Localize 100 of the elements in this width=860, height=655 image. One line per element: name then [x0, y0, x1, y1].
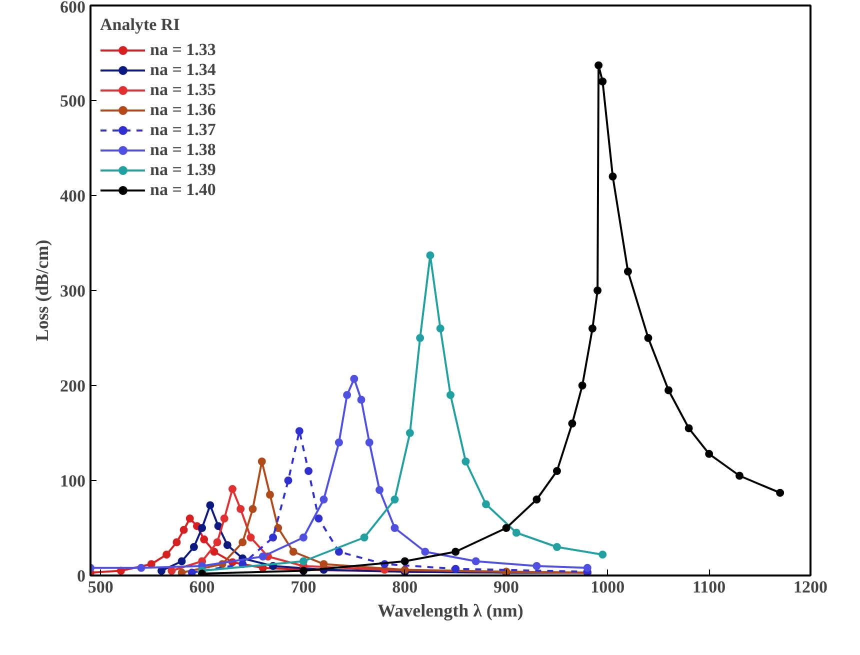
legend-label: na = 1.33	[150, 40, 216, 60]
x-tick-label: 1200	[794, 578, 828, 596]
y-tick-label: 100	[60, 472, 86, 490]
point	[258, 552, 267, 560]
point	[426, 251, 434, 260]
legend-title: Analyte RI	[100, 15, 181, 35]
point	[295, 427, 304, 436]
point	[350, 374, 358, 383]
legend-label: na = 1.35	[150, 80, 216, 100]
point	[320, 496, 328, 504]
point	[462, 458, 470, 466]
point	[228, 485, 236, 494]
point	[421, 548, 430, 556]
point	[598, 78, 607, 86]
point	[376, 486, 384, 494]
point	[236, 505, 245, 513]
point	[608, 172, 617, 180]
point	[552, 543, 561, 551]
point	[598, 550, 607, 559]
point	[624, 268, 632, 276]
legend-label: na = 1.36	[150, 100, 216, 120]
point	[137, 564, 146, 572]
point	[436, 324, 444, 332]
point	[684, 424, 693, 432]
point	[446, 391, 454, 399]
point	[246, 534, 255, 542]
point	[266, 490, 274, 499]
point	[289, 548, 298, 556]
point	[705, 450, 714, 458]
point	[343, 391, 352, 399]
point	[365, 438, 374, 446]
point	[334, 548, 343, 556]
point	[168, 566, 176, 575]
point	[200, 535, 208, 544]
point	[736, 472, 744, 480]
y-axis-title: Loss (dB/cm)	[32, 240, 52, 342]
legend-label: na = 1.40	[150, 180, 216, 200]
x-tick-label: 800	[392, 578, 418, 596]
point	[776, 488, 784, 497]
point	[583, 564, 592, 572]
point	[482, 500, 490, 508]
y-tick-label: 500	[60, 92, 86, 110]
y-tick-label: 0	[77, 566, 86, 586]
point	[594, 286, 602, 294]
x-tick-label: 700	[290, 578, 316, 596]
point	[223, 541, 232, 550]
point	[206, 501, 214, 510]
point	[594, 61, 603, 70]
x-tick-label: 1100	[692, 578, 726, 596]
point	[532, 562, 541, 570]
point	[188, 568, 196, 576]
point	[360, 534, 368, 542]
legend-label: na = 1.34	[150, 60, 216, 80]
x-axis-title: Wavelength λ (nm)	[378, 600, 524, 620]
x-tick-label: 1000	[590, 578, 625, 596]
point	[357, 396, 366, 404]
point	[552, 467, 561, 475]
point	[248, 505, 257, 513]
legend-label: na = 1.38	[150, 140, 216, 160]
point	[472, 557, 480, 566]
point	[400, 557, 409, 566]
point	[172, 538, 181, 546]
point	[178, 557, 186, 566]
point	[299, 557, 308, 566]
point	[502, 524, 510, 532]
point	[213, 538, 222, 546]
legend-label: na = 1.37	[150, 120, 216, 140]
y-tick-label: 300	[60, 282, 86, 300]
point	[512, 528, 520, 537]
point	[588, 324, 596, 332]
point	[320, 560, 328, 568]
point	[452, 564, 460, 573]
point	[452, 548, 460, 556]
y-tick-label: 400	[60, 186, 86, 206]
point	[406, 429, 414, 437]
point	[664, 386, 673, 394]
point	[299, 534, 308, 542]
point	[258, 458, 266, 466]
point	[269, 534, 278, 542]
point	[578, 382, 586, 390]
x-tick-label: 600	[189, 578, 215, 596]
point	[334, 438, 343, 446]
point	[220, 514, 228, 522]
point	[162, 550, 171, 559]
y-tick-label: 600	[60, 0, 86, 16]
point	[284, 476, 292, 484]
point	[390, 496, 399, 504]
point	[568, 420, 576, 428]
point	[314, 514, 323, 522]
point	[238, 538, 247, 546]
point	[644, 334, 652, 342]
point	[304, 467, 313, 475]
point	[198, 524, 206, 532]
point	[532, 496, 541, 504]
x-tick-label: 500	[88, 578, 114, 596]
x-tick-label: 900	[494, 578, 520, 596]
point	[416, 334, 424, 342]
legend-label: na = 1.39	[150, 160, 216, 180]
point	[186, 514, 194, 522]
point	[390, 524, 399, 532]
